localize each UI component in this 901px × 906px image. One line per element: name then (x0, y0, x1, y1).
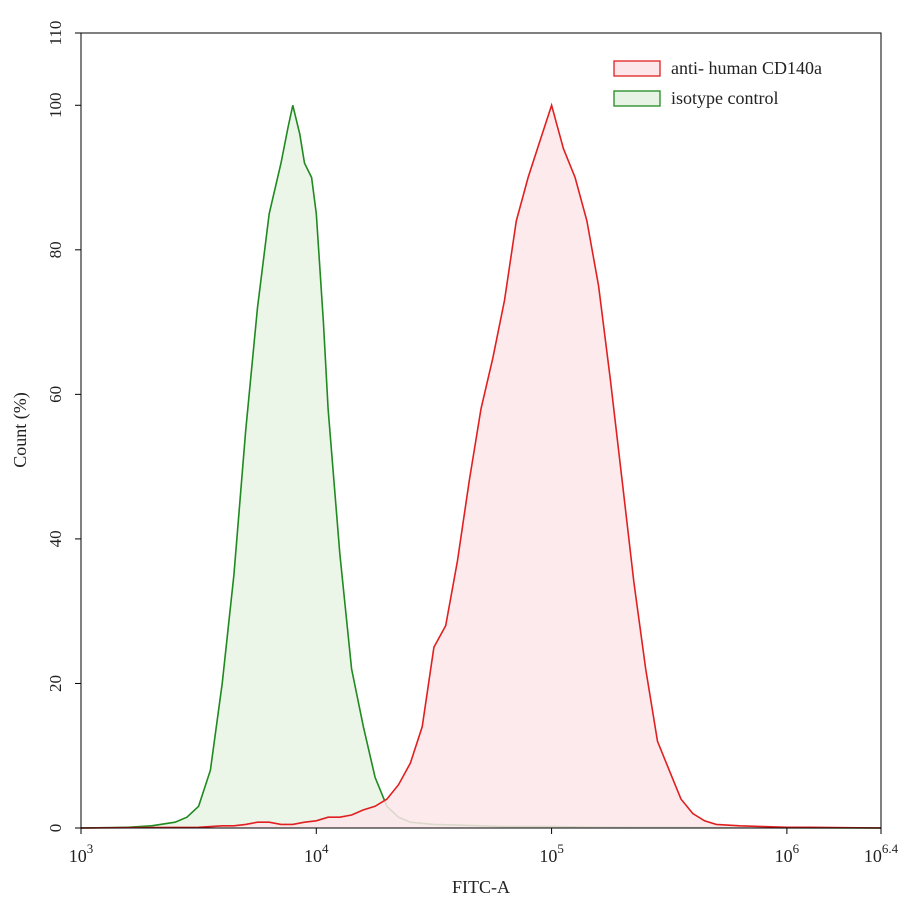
y-axis-label: Count (%) (10, 392, 31, 468)
legend-swatch-anti-human-cd140a (613, 60, 661, 77)
y-axis-ticks: 0 20 40 60 80 100 110 (46, 21, 81, 833)
x-tick-label: 106 (775, 841, 800, 866)
y-tick-label: 60 (46, 386, 65, 403)
y-tick-label: 40 (46, 530, 65, 547)
series-line-anti-human-cd140a (80, 102, 882, 829)
series-fill-isotype-control (81, 105, 881, 829)
legend-label-anti-human-cd140a: anti- human CD140a (671, 58, 822, 78)
x-tick-label: 104 (304, 841, 329, 866)
x-axis-label: FITC-A (452, 877, 510, 897)
x-tick-label: 106.4 (864, 841, 899, 866)
y-tick-label: 80 (46, 241, 65, 258)
x-tick-label: 105 (539, 841, 564, 866)
x-tick-label: 103 (69, 841, 94, 866)
y-tick-label: 0 (46, 824, 65, 833)
legend-swatch-isotype-control (613, 90, 661, 107)
plot-frame (80, 32, 882, 829)
x-axis-ticks: 103 104 105 106 106.4 (69, 828, 899, 866)
series-fill-anti-human-cd140a (81, 105, 881, 829)
y-tick-label: 20 (46, 675, 65, 692)
series-layer (80, 102, 882, 829)
y-tick-label: 100 (46, 93, 65, 119)
legend-label-isotype-control: isotype control (671, 88, 778, 108)
legend: anti- human CD140a isotype control (613, 58, 822, 108)
y-tick-label: 110 (46, 21, 65, 46)
